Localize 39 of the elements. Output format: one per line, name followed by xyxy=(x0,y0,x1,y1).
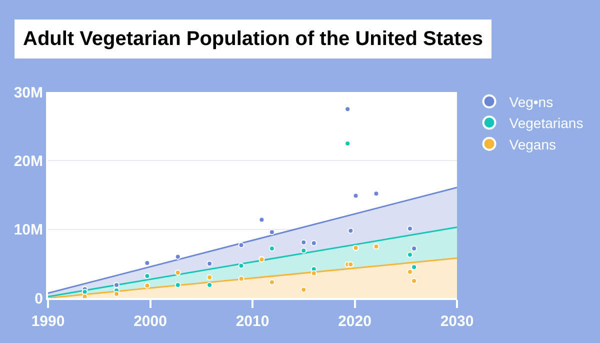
x-tick-label: 1990 xyxy=(31,313,65,330)
point xyxy=(411,264,418,270)
legend-label: Vegans xyxy=(509,136,556,152)
point xyxy=(206,282,213,288)
point xyxy=(238,262,244,269)
y-tick-label: 10M xyxy=(14,222,43,239)
point xyxy=(174,270,181,276)
x-tick-label: 2030 xyxy=(440,313,474,330)
y-tick-label: 20M xyxy=(14,152,43,170)
point xyxy=(174,282,181,288)
point xyxy=(144,282,150,289)
legend-label: Veg•ns xyxy=(509,94,554,110)
point xyxy=(406,268,413,275)
point xyxy=(206,274,213,280)
point xyxy=(206,260,213,267)
x-tick-label: 2020 xyxy=(338,313,372,330)
point xyxy=(300,239,307,246)
point xyxy=(238,242,244,248)
point xyxy=(406,226,413,232)
y-tick-label: 0 xyxy=(34,290,43,308)
point xyxy=(144,273,150,280)
point xyxy=(310,270,317,276)
point xyxy=(300,248,307,254)
x-tick-label: 2000 xyxy=(134,313,167,330)
point xyxy=(411,278,418,284)
point xyxy=(411,246,418,252)
x-tick-label: 2010 xyxy=(236,313,270,330)
chart-title: Adult Vegetarian Population of the United States xyxy=(23,28,484,50)
point xyxy=(268,246,275,252)
point xyxy=(348,228,354,234)
point xyxy=(238,276,244,282)
point xyxy=(114,282,120,288)
legend-label: Vegetarians xyxy=(509,115,584,132)
point xyxy=(114,290,120,297)
point xyxy=(310,240,317,246)
point xyxy=(268,279,275,286)
y-tick-label: 30M xyxy=(14,84,43,102)
point xyxy=(300,286,307,293)
point xyxy=(406,252,413,258)
